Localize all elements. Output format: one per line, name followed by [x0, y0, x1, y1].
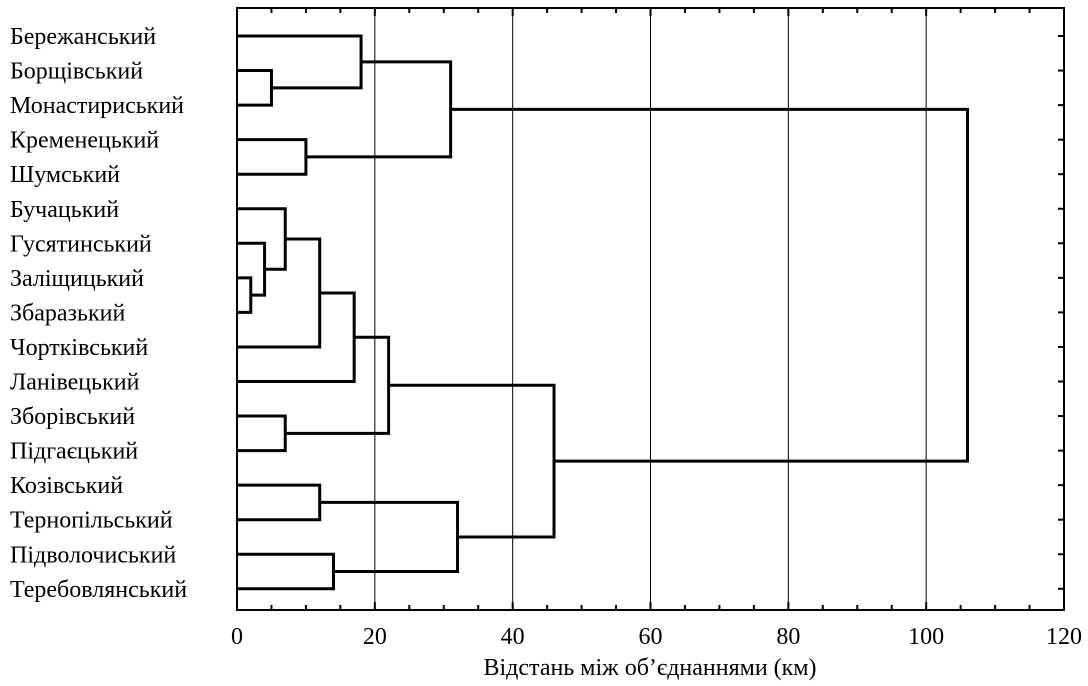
x-tick-label-20: 20: [363, 624, 387, 650]
x-tick-labels: 0 20 40 60 80 100 120: [231, 624, 1082, 650]
leaf-label-1: Борщівський: [10, 59, 143, 85]
merge-link-5: [237, 138, 308, 176]
merge-link-9: [237, 291, 356, 383]
leaf-labels: Бережанський Борщівський Монастириський Кре…: [10, 24, 187, 603]
leaf-label-8: Збаразький: [10, 300, 125, 326]
leaf-label-15: Підволочиський: [10, 542, 176, 568]
leaf-label-11: Зборівський: [10, 404, 135, 430]
leaf-label-12: Підгаєцький: [10, 439, 138, 465]
merge-link-3: [237, 207, 287, 271]
leaf-label-14: Тернопільський: [10, 508, 173, 534]
leaf-label-16: Теребовлянський: [10, 577, 187, 603]
leaf-label-0: Бережанський: [10, 24, 156, 50]
merge-link-10: [237, 34, 363, 90]
axis-ticks: [236, 8, 1065, 610]
x-tick-label-80: 80: [776, 624, 800, 650]
merge-link-11: [285, 335, 391, 435]
x-tick-label-100: 100: [908, 624, 944, 650]
merge-link-0: [237, 276, 253, 314]
merge-link-15: [450, 107, 970, 463]
leaf-label-6: Гусятинський: [10, 231, 152, 257]
merge-link-12: [305, 60, 453, 159]
merge-link-14: [388, 383, 556, 539]
leaf-label-13: Козівський: [10, 473, 123, 499]
leaf-label-4: Шумський: [10, 162, 120, 188]
x-tick-label-0: 0: [231, 624, 243, 650]
leaf-label-3: Кременецький: [10, 128, 159, 154]
x-axis-title: Відстань між об’єднаннями (км): [484, 655, 817, 681]
leaf-label-7: Заліщицький: [10, 266, 144, 292]
leaf-label-2: Монастириський: [10, 93, 184, 119]
leaf-label-10: Ланівецький: [10, 370, 140, 396]
merge-link-8: [237, 552, 335, 591]
leaf-label-9: Чортківський: [10, 335, 148, 361]
merge-link-13: [319, 500, 460, 574]
merge-link-4: [237, 414, 287, 453]
x-tick-label-60: 60: [639, 624, 663, 650]
x-tick-label-120: 120: [1046, 624, 1082, 650]
leaf-label-5: Бучацький: [10, 197, 119, 223]
merge-link-2: [237, 69, 273, 107]
x-tick-label-40: 40: [501, 624, 525, 650]
merge-link-7: [237, 483, 322, 522]
dendrogram-tree: [237, 34, 970, 591]
